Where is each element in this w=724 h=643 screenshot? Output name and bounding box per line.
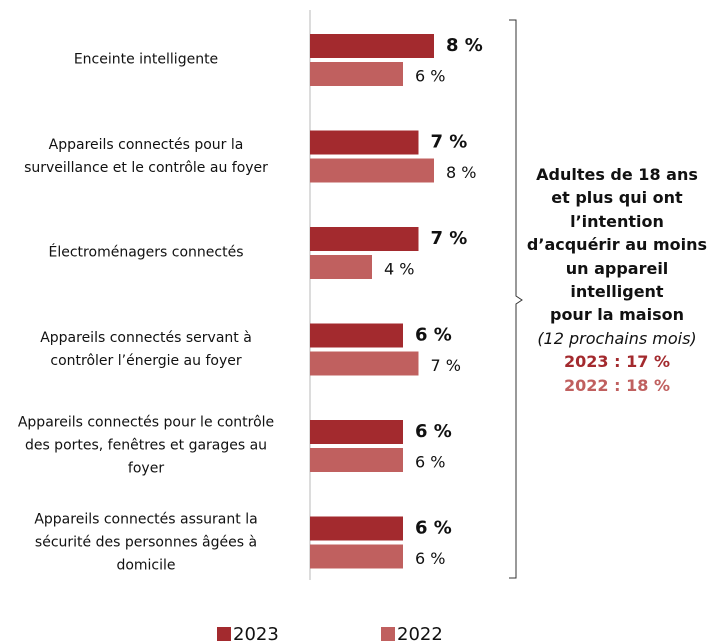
annotation-line: intelligent bbox=[570, 282, 664, 302]
annotation-line: l’intention bbox=[570, 211, 664, 231]
category-label: Enceinte intelligente bbox=[0, 49, 292, 72]
bar bbox=[310, 544, 403, 569]
legend-swatch bbox=[217, 627, 231, 641]
value-label: 4 % bbox=[384, 260, 414, 279]
annotation-line: Adultes de 18 ans bbox=[536, 165, 698, 184]
value-label: 7 % bbox=[431, 356, 461, 375]
legend-label: 2022 bbox=[397, 624, 443, 643]
value-label: 6 % bbox=[415, 549, 445, 568]
bar bbox=[310, 323, 403, 348]
annotation-subtitle: (12 prochains mois) bbox=[537, 328, 697, 348]
value-label: 6 % bbox=[415, 325, 452, 346]
bar bbox=[310, 516, 403, 541]
category-text: Enceinte intelligente bbox=[73, 51, 219, 68]
value-label: 8 % bbox=[446, 35, 483, 56]
annotation-line: d’acquérir au moins bbox=[526, 235, 708, 255]
bar bbox=[310, 351, 419, 376]
bar bbox=[310, 420, 403, 444]
value-label: 6 % bbox=[415, 518, 452, 539]
category-text: Appareils connectés pour le contrôle des… bbox=[17, 414, 275, 477]
legend-swatch bbox=[381, 627, 395, 641]
bracket bbox=[509, 19, 523, 579]
value-label: 6 % bbox=[415, 67, 445, 86]
bar bbox=[310, 62, 403, 86]
legend-label: 2023 bbox=[233, 624, 279, 643]
annotation-line: pour la maison bbox=[549, 305, 684, 325]
category-text: Appareils connectés assurant la sécurité… bbox=[34, 511, 258, 573]
annotation-line: et plus qui ont bbox=[551, 188, 683, 208]
value-label: 6 % bbox=[415, 453, 445, 472]
value-label: 8 % bbox=[446, 163, 476, 182]
annotation: Adultes de 18 ans et plus qui ont l’intent… bbox=[515, 163, 719, 397]
category-text: Appareils connectés servant à contrôler … bbox=[40, 329, 252, 369]
annotation-total: 2022 : 18 % bbox=[564, 375, 670, 395]
category-label: Appareils connectés pour le contrôle des… bbox=[0, 412, 292, 481]
bar bbox=[310, 130, 419, 155]
bar bbox=[310, 34, 434, 58]
category-label: Appareils connectés assurant la sécurité… bbox=[0, 508, 292, 577]
category-label: Électroménagers connectés bbox=[0, 242, 292, 265]
bar bbox=[310, 255, 372, 279]
annotation-line: un appareil bbox=[565, 258, 669, 278]
category-label: Appareils connectés servant à contrôler … bbox=[0, 327, 292, 373]
value-label: 7 % bbox=[431, 132, 468, 153]
bar bbox=[310, 227, 419, 251]
value-label: 6 % bbox=[415, 421, 452, 442]
bar bbox=[310, 158, 434, 183]
annotation-total: 2023 : 17 % bbox=[564, 352, 670, 372]
category-label: Appareils connectés pour la surveillance… bbox=[0, 134, 292, 180]
category-text: Appareils connectés pour la surveillance… bbox=[24, 136, 268, 176]
category-text: Électroménagers connectés bbox=[48, 244, 244, 261]
bar bbox=[310, 448, 403, 472]
value-label: 7 % bbox=[431, 228, 468, 249]
